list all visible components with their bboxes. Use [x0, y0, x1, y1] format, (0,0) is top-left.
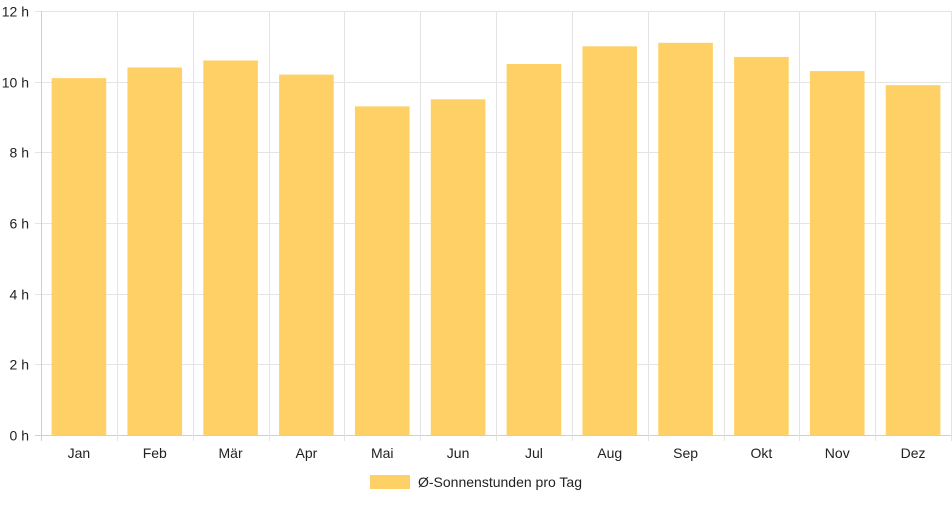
y-tick-label: 8 h: [10, 145, 29, 161]
bar-okt[interactable]: [734, 56, 789, 435]
bar-mär[interactable]: [203, 60, 258, 435]
bar-mai[interactable]: [354, 106, 410, 436]
x-tick-label: Jan: [68, 445, 91, 461]
x-axis-ticks: Jan Feb Mär Apr Mai Jun Jul Aug Sep Okt Nov Dez: [68, 445, 926, 461]
bar-dez[interactable]: [885, 85, 941, 435]
bar-nov[interactable]: [809, 71, 865, 436]
x-tick-label: Jun: [447, 445, 470, 461]
x-tick-label: Feb: [143, 445, 167, 461]
legend[interactable]: Ø-Sonnenstunden pro Tag: [370, 474, 582, 490]
y-tick-label: 0 h: [10, 428, 29, 444]
bar-sep[interactable]: [658, 42, 713, 436]
y-tick-label: 12 h: [2, 4, 29, 20]
x-tick-label: Sep: [673, 445, 698, 461]
bar-aug[interactable]: [582, 46, 638, 435]
x-tick-label: Mai: [371, 445, 394, 461]
y-tick-label: 6 h: [10, 216, 29, 232]
legend-label[interactable]: Ø-Sonnenstunden pro Tag: [418, 474, 582, 490]
bar-jul[interactable]: [506, 64, 562, 435]
legend-swatch[interactable]: [370, 475, 411, 489]
x-tick-label: Mär: [219, 445, 243, 461]
bar-jan[interactable]: [51, 78, 107, 435]
y-axis-ticks: 0 h 2 h 4 h 6 h 8 h 10 h 12 h: [2, 4, 29, 444]
x-tick-label: Aug: [597, 445, 622, 461]
grid: [35, 11, 952, 441]
bars: [51, 42, 941, 436]
y-tick-label: 4 h: [10, 287, 29, 303]
y-tick-label: 10 h: [2, 75, 29, 91]
x-tick-label: Dez: [901, 445, 926, 461]
x-tick-label: Jul: [525, 445, 543, 461]
bar-feb[interactable]: [127, 67, 183, 436]
x-tick-label: Apr: [296, 445, 318, 461]
bar-apr[interactable]: [279, 74, 334, 435]
y-tick-label: 2 h: [10, 357, 29, 373]
x-tick-label: Nov: [825, 445, 850, 461]
bar-jun[interactable]: [430, 99, 486, 435]
x-tick-label: Okt: [751, 445, 773, 461]
